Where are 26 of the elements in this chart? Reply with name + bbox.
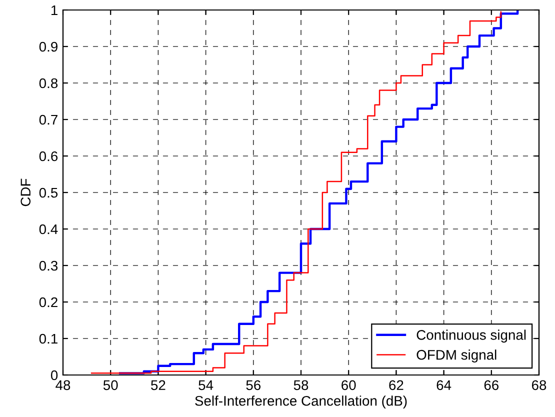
x-tick-label: 64: [436, 380, 452, 390]
y-tick-label: 0.9: [39, 42, 58, 52]
x-tick-label: 48: [56, 380, 70, 390]
x-tick-label: 52: [151, 380, 166, 390]
y-tick-label: 0.8: [39, 78, 58, 88]
y-tick-label: 0.2: [39, 297, 58, 308]
x-tick-label: 54: [198, 380, 214, 390]
y-tick-label: 0.6: [39, 151, 58, 162]
y-tick-label: 0.7: [39, 114, 58, 125]
x-axis-title: Self-Interference Cancellation (dB): [195, 396, 407, 409]
x-tick-label: 60: [342, 380, 356, 390]
x-tick-label: 62: [389, 380, 404, 390]
y-tick-label: 0: [50, 370, 58, 380]
y-tick-label: 0.5: [39, 188, 58, 198]
legend-label: Continuous signal: [416, 330, 526, 343]
y-axis-title: CDF: [20, 178, 31, 206]
x-tick-label: 56: [246, 380, 261, 390]
y-tick-label: 1: [51, 5, 58, 16]
x-tick-label: 50: [103, 380, 118, 390]
x-tick-label: 66: [484, 380, 499, 390]
x-tick-label: 68: [532, 380, 546, 390]
x-tick-label: 58: [294, 380, 308, 390]
legend-label: OFDM signal: [416, 350, 496, 362]
y-tick-label: 0.1: [39, 334, 58, 344]
y-tick-label: 0.3: [39, 260, 58, 271]
y-tick-label: 0.4: [39, 224, 58, 234]
